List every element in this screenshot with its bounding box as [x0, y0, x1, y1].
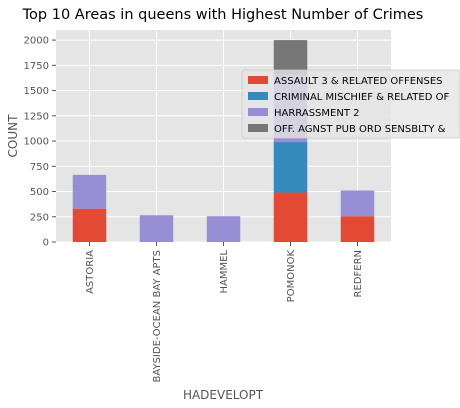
y-tick-label: 2000 [24, 36, 49, 47]
y-tick-label: 750 [30, 162, 49, 173]
y-tick-label: 1500 [24, 86, 49, 97]
bar-segment [274, 193, 308, 242]
legend-label: OFF. AGNST PUB ORD SENSBLTY & [274, 124, 446, 135]
bar-segment [274, 40, 308, 74]
legend: ASSAULT 3 & RELATED OFFENSES CRIMINAL MIS… [242, 70, 460, 138]
x-tick-label: BAYSIDE-OCEAN BAY APTS [152, 250, 163, 382]
bar-segment [140, 215, 174, 242]
chart-title: Top 10 Areas in queens with Highest Numb… [22, 7, 424, 23]
x-axis-label: HADEVELOPT [183, 388, 264, 402]
y-tick-label: 1750 [24, 61, 49, 72]
legend-label: HARRASSMENT 2 [274, 108, 359, 119]
legend-swatch [248, 92, 268, 100]
bar-segment [207, 216, 241, 242]
y-axis-ticks: 0 250 500 750 1000 1250 1500 1750 2000 [24, 36, 56, 249]
legend-label: CRIMINAL MISCHIEF & RELATED OF [274, 92, 449, 103]
legend-label: ASSAULT 3 & RELATED OFFENSES [274, 76, 443, 87]
y-axis-label: COUNT [6, 114, 20, 158]
y-tick-label: 500 [30, 187, 49, 198]
bar-segment [341, 216, 375, 242]
bar-segment [73, 175, 107, 209]
x-tick-label: HAMMEL [219, 250, 230, 294]
bar-segment [73, 209, 107, 242]
x-tick-label: POMONOK [286, 250, 297, 303]
legend-swatch [248, 108, 268, 116]
x-tick-label: ASTORIA [85, 250, 96, 294]
y-tick-label: 1250 [24, 111, 49, 122]
y-tick-label: 250 [30, 212, 49, 223]
y-tick-label: 1000 [24, 137, 49, 148]
bar-segment [274, 142, 308, 192]
x-tick-label: REDFERN [353, 250, 364, 297]
x-axis-ticks: ASTORIA BAYSIDE-OCEAN BAY APTS HAMMEL POMON… [85, 242, 364, 382]
y-tick-label: 0 [43, 238, 49, 249]
legend-swatch [248, 76, 268, 84]
bar-segment [341, 191, 375, 217]
legend-swatch [248, 124, 268, 132]
